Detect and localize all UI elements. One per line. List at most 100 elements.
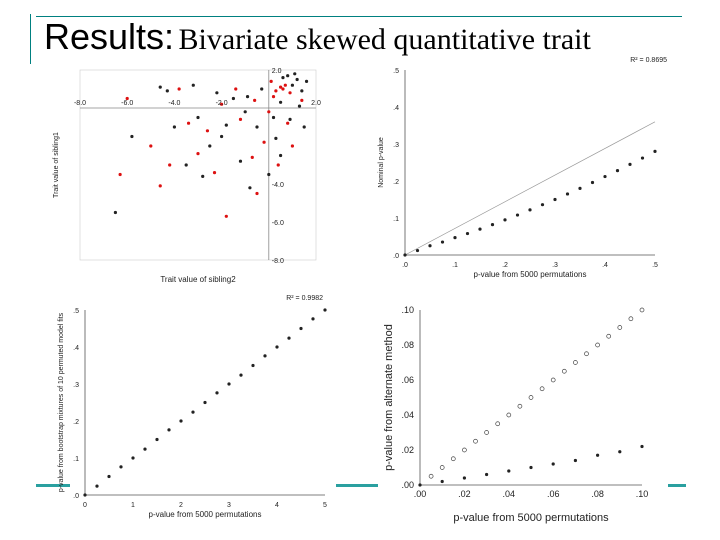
chart-1 xyxy=(79,69,317,261)
y-tick-label: -4.0 xyxy=(272,182,284,189)
data-point xyxy=(234,87,238,91)
data-point xyxy=(304,79,309,83)
data-point xyxy=(205,129,210,133)
y-axis-label: p-value from bootstrap mixtures of 10 pe… xyxy=(58,312,65,492)
data-point xyxy=(212,171,217,175)
data-point xyxy=(503,218,507,222)
data-point xyxy=(158,85,162,89)
data-point xyxy=(281,76,285,80)
data-point xyxy=(281,87,285,91)
data-point xyxy=(118,172,122,177)
y-tick-label: .02 xyxy=(401,445,414,455)
data-point xyxy=(177,87,181,91)
x-tick-label: 1 xyxy=(131,502,135,509)
data-point xyxy=(215,391,219,395)
data-point xyxy=(201,174,205,178)
y-tick-label: .0 xyxy=(73,493,79,500)
data-point xyxy=(300,89,304,93)
x-tick-label: .06 xyxy=(547,489,560,499)
y-tick-label: .10 xyxy=(401,305,414,315)
data-point xyxy=(276,163,280,167)
data-point xyxy=(453,236,457,240)
data-point xyxy=(239,373,243,377)
data-point xyxy=(507,469,511,473)
x-tick-label: 5 xyxy=(323,502,327,509)
accent-stripe-middle xyxy=(336,484,378,487)
data-point xyxy=(528,208,532,212)
data-point xyxy=(196,152,200,156)
data-point xyxy=(279,100,283,104)
data-point xyxy=(584,351,589,357)
data-point xyxy=(279,85,283,89)
data-point xyxy=(274,136,278,140)
chart-4 xyxy=(418,307,645,487)
data-point xyxy=(640,156,645,160)
data-point xyxy=(227,382,231,386)
data-point xyxy=(238,117,243,121)
data-point xyxy=(119,465,123,469)
data-point xyxy=(595,342,600,348)
data-point xyxy=(250,155,254,159)
y-tick-label: .4 xyxy=(393,105,399,112)
data-point xyxy=(573,458,578,463)
data-point xyxy=(220,134,224,139)
data-point xyxy=(243,110,247,114)
x-axis-label: Trait value of sibling2 xyxy=(160,275,236,284)
r-squared-annotation: R² = 0.8695 xyxy=(630,57,667,64)
data-point xyxy=(224,123,228,127)
data-point xyxy=(131,456,135,460)
data-point xyxy=(293,72,297,76)
y-tick-label: .4 xyxy=(73,345,79,352)
data-point xyxy=(553,197,557,202)
data-point xyxy=(653,149,657,153)
x-tick-label: 3 xyxy=(227,502,231,509)
data-point xyxy=(561,368,567,374)
data-point xyxy=(490,223,495,227)
data-point xyxy=(311,317,315,321)
data-point xyxy=(290,83,294,87)
data-point xyxy=(403,253,407,257)
data-point xyxy=(603,174,607,179)
data-point xyxy=(465,231,470,236)
data-point xyxy=(220,102,224,106)
data-point xyxy=(639,307,645,313)
data-point xyxy=(551,462,555,466)
data-point xyxy=(529,465,533,470)
x-tick-label: .00 xyxy=(414,489,427,499)
y-tick-label: -6.0 xyxy=(272,220,284,227)
slide-title: Results: Bivariate skewed quantitative t… xyxy=(44,16,591,58)
y-tick-label: .06 xyxy=(401,375,414,385)
chart-3 xyxy=(83,308,327,497)
x-tick-label: 2.0 xyxy=(311,100,321,107)
x-tick-label: 4 xyxy=(275,502,279,509)
x-tick-label: .2 xyxy=(502,262,508,269)
data-point xyxy=(288,91,292,95)
title-accent-bar xyxy=(30,14,31,64)
chart-2 xyxy=(403,70,657,257)
data-point xyxy=(275,345,279,349)
data-point xyxy=(565,192,570,196)
data-point xyxy=(130,134,134,139)
accent-stripe-right xyxy=(668,484,686,487)
data-point xyxy=(462,447,467,453)
data-point xyxy=(578,186,582,190)
data-point xyxy=(168,163,172,167)
data-point xyxy=(158,184,162,188)
data-point xyxy=(550,377,556,383)
data-point xyxy=(125,96,129,101)
data-point xyxy=(439,465,445,470)
x-axis-label: p-value from 5000 permutations xyxy=(453,512,609,524)
data-point xyxy=(167,428,171,432)
data-point xyxy=(478,227,482,231)
data-point xyxy=(573,360,578,365)
data-point xyxy=(495,421,501,427)
data-point xyxy=(263,354,267,358)
data-point xyxy=(428,473,434,479)
title-sub: Bivariate skewed quantitative trait xyxy=(178,23,591,56)
data-point xyxy=(260,87,264,91)
data-point xyxy=(255,191,259,196)
data-point xyxy=(606,333,612,339)
data-point xyxy=(290,144,294,148)
data-point xyxy=(279,153,283,158)
y-tick-label: .0 xyxy=(393,253,399,260)
